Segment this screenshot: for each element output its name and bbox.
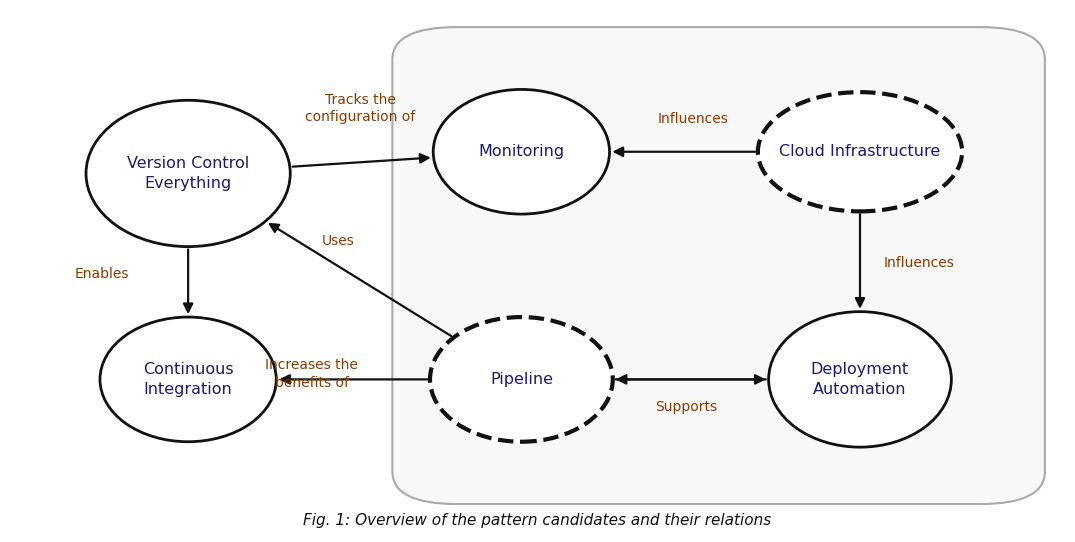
Text: Influences: Influences <box>658 112 729 126</box>
Text: Fig. 1: Overview of the pattern candidates and their relations: Fig. 1: Overview of the pattern candidat… <box>303 513 772 528</box>
Text: Tracks the
configuration of: Tracks the configuration of <box>305 93 415 124</box>
Text: Enables: Enables <box>75 267 129 281</box>
Ellipse shape <box>100 317 276 442</box>
Ellipse shape <box>758 92 962 211</box>
Text: Continuous
Integration: Continuous Integration <box>143 362 233 397</box>
Ellipse shape <box>769 312 951 447</box>
Text: Pipeline: Pipeline <box>490 372 553 387</box>
Text: Version Control
Everything: Version Control Everything <box>127 156 249 191</box>
Text: Increases the
benefits of: Increases the benefits of <box>266 358 358 390</box>
Text: Influences: Influences <box>884 256 955 270</box>
Text: Cloud Infrastructure: Cloud Infrastructure <box>779 144 941 159</box>
Text: Deployment
Automation: Deployment Automation <box>811 362 909 397</box>
Ellipse shape <box>430 317 613 442</box>
Ellipse shape <box>433 89 610 214</box>
Text: Uses: Uses <box>322 234 355 248</box>
FancyBboxPatch shape <box>392 27 1045 504</box>
Text: Monitoring: Monitoring <box>478 144 564 159</box>
Text: Supports: Supports <box>655 399 717 414</box>
Ellipse shape <box>86 100 290 247</box>
